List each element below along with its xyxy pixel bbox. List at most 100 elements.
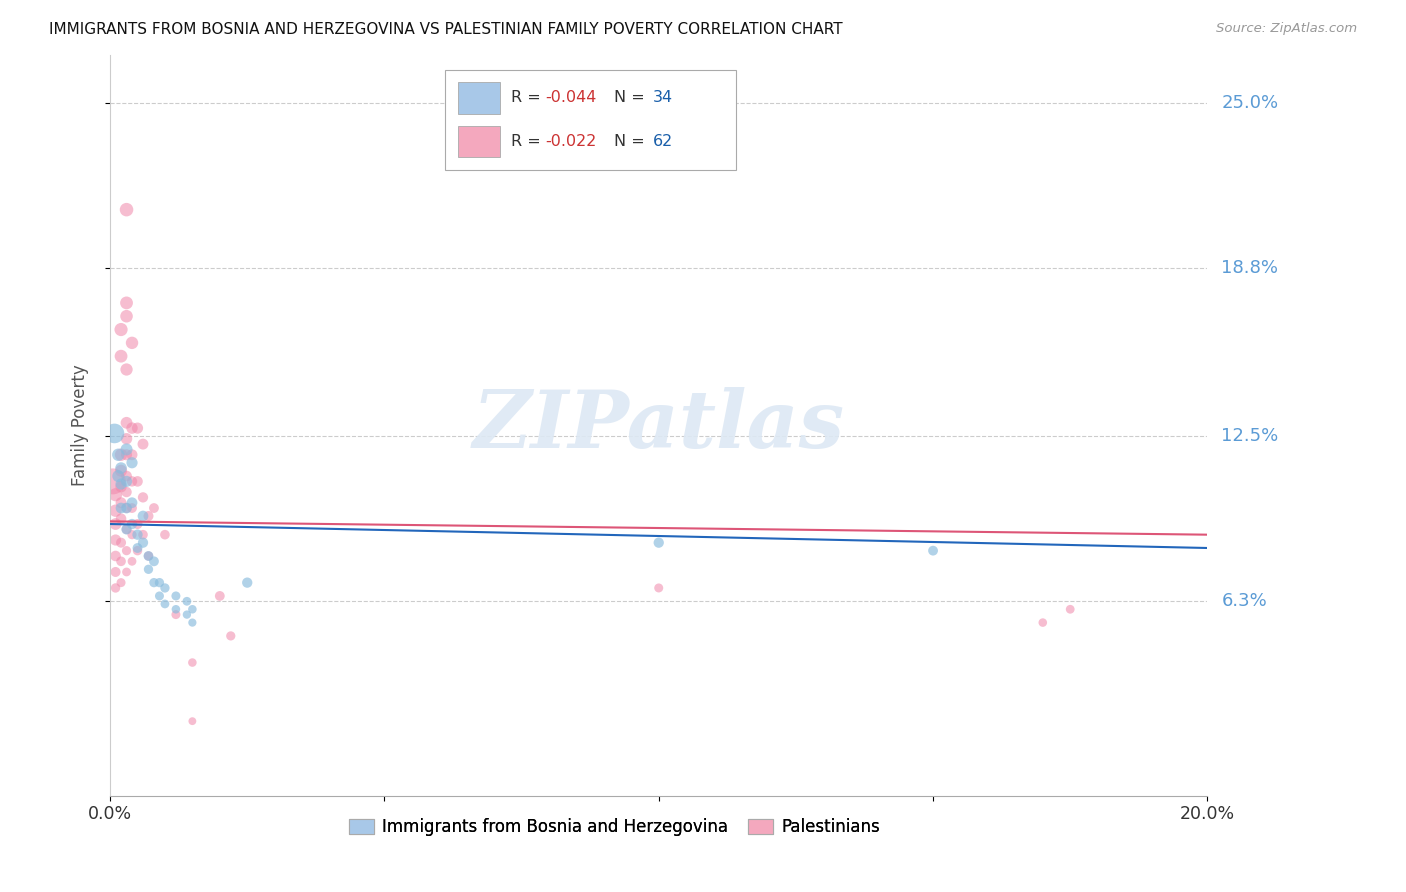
Point	[181, 615, 204, 630]
Point	[153, 581, 176, 595]
Point	[127, 516, 149, 531]
FancyBboxPatch shape	[444, 70, 735, 170]
Point	[165, 602, 187, 616]
Point	[110, 322, 132, 336]
Point	[121, 448, 143, 462]
Point	[115, 522, 138, 536]
Point	[236, 575, 259, 590]
Point	[104, 533, 127, 547]
Point	[101, 475, 124, 489]
Point	[121, 527, 143, 541]
Text: -0.022: -0.022	[546, 135, 598, 150]
Point	[110, 575, 132, 590]
Text: 6.3%: 6.3%	[1222, 592, 1267, 610]
Point	[104, 581, 127, 595]
Point	[138, 562, 160, 576]
Point	[148, 589, 170, 603]
Point	[115, 310, 138, 324]
Point	[132, 535, 155, 549]
Point	[153, 597, 176, 611]
Point	[110, 496, 132, 510]
Point	[132, 491, 155, 505]
Point	[127, 421, 149, 435]
Y-axis label: Family Poverty: Family Poverty	[72, 365, 89, 486]
Point	[219, 629, 242, 643]
Point	[115, 543, 138, 558]
Point	[922, 543, 945, 558]
Point	[121, 456, 143, 470]
Text: 18.8%: 18.8%	[1222, 260, 1278, 277]
Point	[143, 575, 166, 590]
Point	[115, 501, 138, 516]
Point	[1032, 615, 1054, 630]
Point	[132, 437, 155, 451]
Text: -0.044: -0.044	[546, 90, 598, 105]
Point	[648, 535, 671, 549]
Point	[121, 475, 143, 489]
Point	[121, 496, 143, 510]
Text: Source: ZipAtlas.com: Source: ZipAtlas.com	[1216, 22, 1357, 36]
Point	[148, 575, 170, 590]
Point	[115, 475, 138, 489]
Point	[104, 488, 127, 502]
Text: N =: N =	[614, 135, 650, 150]
Point	[121, 516, 143, 531]
FancyBboxPatch shape	[458, 127, 499, 158]
Legend: Immigrants from Bosnia and Herzegovina, Palestinians: Immigrants from Bosnia and Herzegovina, …	[343, 812, 887, 843]
Point	[110, 511, 132, 525]
Point	[110, 535, 132, 549]
Point	[181, 602, 204, 616]
Text: 25.0%: 25.0%	[1222, 94, 1278, 112]
Point	[165, 589, 187, 603]
Point	[143, 554, 166, 568]
Text: 12.5%: 12.5%	[1222, 427, 1278, 445]
Text: 34: 34	[654, 90, 673, 105]
Point	[115, 565, 138, 579]
Point	[127, 543, 149, 558]
Point	[110, 349, 132, 363]
Point	[121, 421, 143, 435]
Point	[107, 448, 129, 462]
Point	[208, 589, 231, 603]
Point	[104, 565, 127, 579]
Point	[121, 501, 143, 516]
Text: 62: 62	[654, 135, 673, 150]
Point	[115, 416, 138, 430]
Point	[110, 461, 132, 475]
Point	[132, 509, 155, 524]
Point	[110, 448, 132, 462]
Point	[115, 362, 138, 376]
Point	[165, 607, 187, 622]
Point	[110, 554, 132, 568]
Point	[115, 202, 138, 217]
Point	[115, 522, 138, 536]
Point	[107, 469, 129, 483]
Point	[132, 527, 155, 541]
Point	[115, 501, 138, 516]
Point	[115, 485, 138, 500]
Point	[648, 581, 671, 595]
Point	[127, 541, 149, 555]
Point	[115, 432, 138, 446]
Point	[104, 549, 127, 563]
Point	[176, 594, 198, 608]
Text: R =: R =	[510, 90, 546, 105]
Point	[1059, 602, 1081, 616]
Point	[153, 527, 176, 541]
Text: N =: N =	[614, 90, 650, 105]
Point	[121, 335, 143, 350]
Text: IMMIGRANTS FROM BOSNIA AND HERZEGOVINA VS PALESTINIAN FAMILY POVERTY CORRELATION: IMMIGRANTS FROM BOSNIA AND HERZEGOVINA V…	[49, 22, 842, 37]
Point	[104, 516, 127, 531]
Text: R =: R =	[510, 135, 546, 150]
Point	[115, 469, 138, 483]
Point	[115, 442, 138, 457]
Point	[115, 296, 138, 310]
Point	[176, 607, 198, 622]
FancyBboxPatch shape	[458, 82, 499, 113]
Point	[104, 504, 127, 518]
Point	[138, 509, 160, 524]
Point	[115, 448, 138, 462]
Point	[181, 656, 204, 670]
Point	[127, 475, 149, 489]
Point	[110, 501, 132, 516]
